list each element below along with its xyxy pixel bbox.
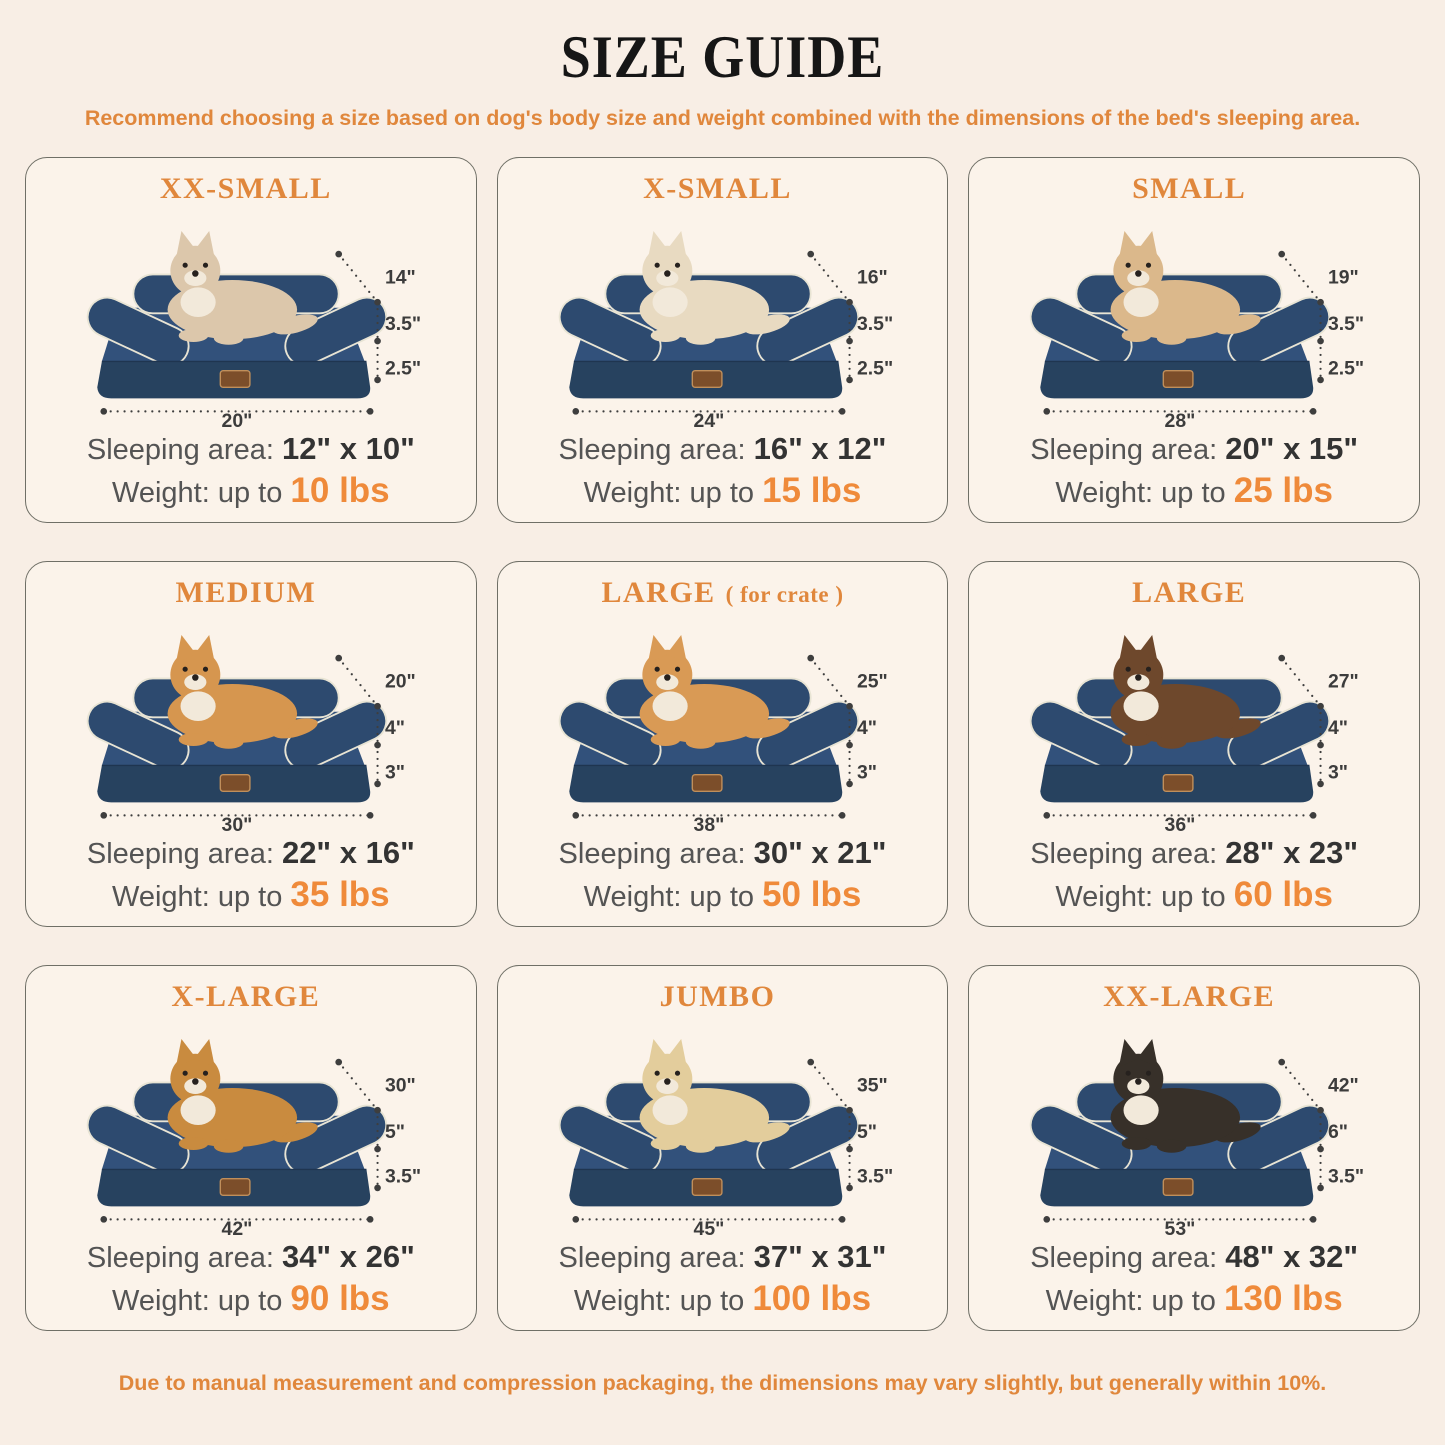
- weight-line: Weight: up to 15 lbs: [583, 471, 862, 510]
- size-title: SMALL: [1132, 172, 1247, 205]
- size-title: XX-LARGE: [1103, 980, 1276, 1013]
- size-card-jumbo: JUMBO 35" 5" 3.5" 45" Sleeping area: 37"…: [496, 965, 949, 1331]
- dim-depth: 27": [1328, 671, 1359, 693]
- dim-bolster-height: 3.5": [385, 313, 421, 335]
- dim-bolster-height: 3.5": [857, 313, 893, 335]
- dim-width: 24": [693, 410, 724, 428]
- dim-bolster-height: 5": [385, 1121, 405, 1143]
- size-card-x-small: X-SMALL 16" 3.5" 2.5" 24" Sleeping area:…: [496, 157, 949, 523]
- dim-base-height: 3": [385, 761, 405, 783]
- size-card-x-large: X-LARGE 30" 5" 3.5" 42" Sleeping area: 3…: [25, 965, 477, 1331]
- bed-illustration-shih-tzu: 16" 3.5" 2.5" 24": [508, 206, 893, 428]
- sleeping-area-line: Sleeping area: 37" x 31": [558, 1239, 887, 1274]
- sleeping-area-line: Sleeping area: 48" x 32": [1030, 1239, 1359, 1274]
- dim-width: 28": [1165, 410, 1196, 428]
- dim-width: 36": [1165, 814, 1196, 832]
- dim-depth: 14": [385, 267, 416, 289]
- bed-illustration-rottweiler-and-chihuahua: 42" 6" 3.5" 53": [979, 1014, 1364, 1236]
- weight-line: Weight: up to 25 lbs: [1055, 471, 1333, 510]
- dim-width: 45": [693, 1218, 724, 1236]
- sleeping-area-line: Sleeping area: 30" x 21": [558, 835, 887, 870]
- size-card-small: SMALL 19" 3.5" 2.5" 28" Sleeping area: 2…: [968, 157, 1420, 523]
- dim-depth: 25": [857, 671, 888, 693]
- size-title: LARGE: [1132, 576, 1247, 609]
- disclaimer-text: Due to manual measurement and compressio…: [118, 1371, 1327, 1395]
- dim-base-height: 2.5": [857, 357, 893, 379]
- dim-depth: 42": [1328, 1075, 1359, 1097]
- dim-width: 30": [222, 814, 253, 832]
- dim-base-height: 2.5": [1328, 357, 1364, 379]
- size-title: X-LARGE: [171, 980, 321, 1013]
- dim-depth: 16": [857, 267, 888, 289]
- dim-base-height: 3": [1328, 761, 1348, 783]
- weight-line: Weight: up to 130 lbs: [1045, 1279, 1343, 1318]
- bed-illustration-shiba-inu: 25" 4" 3" 38": [508, 610, 888, 832]
- dim-bolster-height: 4": [385, 717, 405, 739]
- size-guide-page: SIZE GUIDE Recommend choosing a size bas…: [25, 23, 1420, 1395]
- dim-bolster-height: 4": [857, 717, 877, 739]
- dim-width: 20": [222, 410, 253, 428]
- dim-base-height: 3.5": [1328, 1165, 1364, 1187]
- dim-depth: 30": [385, 1075, 416, 1097]
- dim-base-height: 3": [857, 761, 877, 783]
- size-card-medium: MEDIUM 20" 4" 3" 30" Sleeping area: 22" …: [25, 561, 477, 927]
- dim-bolster-height: 3.5": [1328, 313, 1364, 335]
- dim-depth: 19": [1328, 267, 1359, 289]
- weight-line: Weight: up to 100 lbs: [573, 1279, 872, 1318]
- dim-width: 38": [693, 814, 724, 832]
- size-card-xx-small: XX-SMALL 14" 3.5" 2.5" 20" Sleeping area…: [25, 157, 477, 523]
- dim-base-height: 3.5": [857, 1165, 893, 1187]
- sleeping-area-line: Sleeping area: 20" x 15": [1030, 431, 1359, 466]
- sleeping-area-line: Sleeping area: 34" x 26": [86, 1239, 415, 1274]
- bed-illustration-corgi: 20" 4" 3" 30": [36, 610, 416, 832]
- weight-line: Weight: up to 50 lbs: [583, 875, 862, 914]
- weight-line: Weight: up to 60 lbs: [1055, 875, 1333, 914]
- dim-base-height: 2.5": [385, 357, 421, 379]
- size-title: XX-SMALL: [159, 172, 332, 205]
- page-title: SIZE GUIDE: [560, 23, 885, 91]
- dim-bolster-height: 5": [857, 1121, 877, 1143]
- bed-illustration-yellow-labrador: 35" 5" 3.5" 45": [508, 1014, 893, 1236]
- weight-line: Weight: up to 90 lbs: [112, 1279, 390, 1318]
- weight-line: Weight: up to 10 lbs: [112, 471, 390, 510]
- size-card-grid: XX-SMALL 14" 3.5" 2.5" 20" Sleeping area…: [25, 157, 1420, 1331]
- size-title: MEDIUM: [175, 576, 317, 609]
- dim-depth: 20": [385, 671, 416, 693]
- dim-bolster-height: 4": [1328, 717, 1348, 739]
- sleeping-area-line: Sleeping area: 22" x 16": [86, 835, 415, 870]
- dim-width: 42": [222, 1218, 253, 1236]
- size-card-large-for-crate: LARGE( for crate ) 25" 4" 3" 38" Sleepin…: [496, 561, 949, 927]
- bed-illustration-french-bulldog: 19" 3.5" 2.5" 28": [979, 206, 1364, 428]
- size-title: X-SMALL: [643, 172, 792, 205]
- size-card-large: LARGE 27" 4" 3" 36" Sleeping area: 28" x…: [968, 561, 1420, 927]
- size-title: LARGE( for crate ): [601, 576, 844, 609]
- size-title: JUMBO: [659, 980, 776, 1013]
- bed-illustration-ragdoll-cat: 14" 3.5" 2.5" 20": [36, 206, 421, 428]
- dim-width: 53": [1165, 1218, 1196, 1236]
- bed-illustration-golden-retriever: 30" 5" 3.5" 42": [36, 1014, 421, 1236]
- dim-base-height: 3.5": [385, 1165, 421, 1187]
- weight-line: Weight: up to 35 lbs: [112, 875, 390, 914]
- sleeping-area-line: Sleeping area: 28" x 23": [1030, 835, 1359, 870]
- sleeping-area-line: Sleeping area: 12" x 10": [86, 431, 415, 466]
- size-note: ( for crate ): [725, 582, 844, 607]
- bed-illustration-border-collie: 27" 4" 3" 36": [979, 610, 1359, 832]
- dim-depth: 35": [857, 1075, 888, 1097]
- size-card-xx-large: XX-LARGE 42" 6" 3.5" 53" Sleeping area: …: [968, 965, 1420, 1331]
- sleeping-area-line: Sleeping area: 16" x 12": [558, 431, 887, 466]
- page-subtitle: Recommend choosing a size based on dog's…: [84, 106, 1361, 130]
- dim-bolster-height: 6": [1328, 1121, 1348, 1143]
